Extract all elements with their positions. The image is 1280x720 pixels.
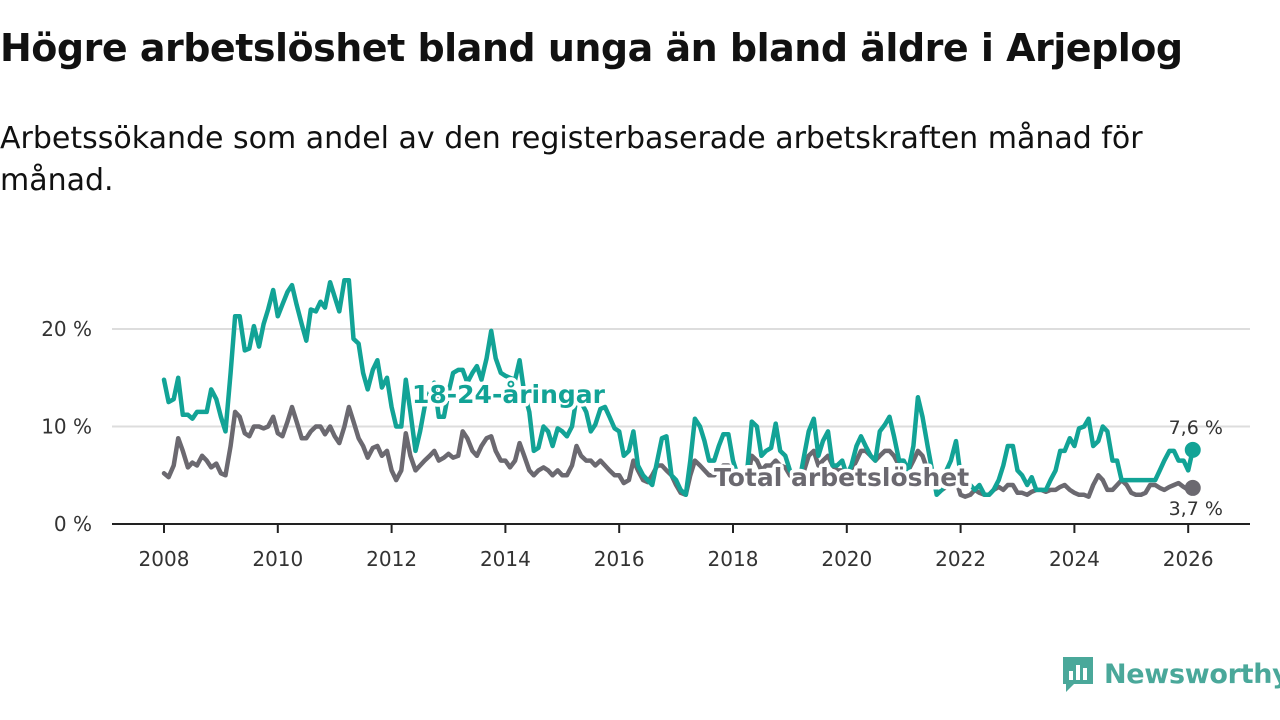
youth-series-end-point [1184,441,1201,458]
x-tick-label: 2016 [594,547,645,571]
youth-series-label-text: 18-24-åringar [412,380,606,409]
newsworthy-logo: Newsworthy [1060,654,1280,694]
x-axis: 2008 2010 2012 2014 2016 2018 2020 2022 2024 2026 [112,523,1250,571]
x-tick-label: 2018 [708,547,759,571]
series-lines [161,278,1201,499]
youth-end-value-label: 7,6 % [1169,417,1223,439]
x-tick-label: 2022 [935,547,986,571]
x-tick-label: 2010 [252,547,303,571]
y-tick-label: 0 % [54,512,92,536]
youth-series-label-halo: 18-24-åringar [412,380,606,409]
x-tick-label: 2008 [139,547,190,571]
x-tick-label: 2026 [1163,547,1214,571]
y-axis: 0 % 10 % 20 % [41,317,92,536]
gridlines [112,328,1250,428]
youth-series-line [161,278,1196,498]
x-tick-label: 2012 [366,547,417,571]
chart-subtitle: Arbetssökande som andel av den registerb… [0,121,1143,198]
total-series-label-halo: Total arbetslöshet [714,463,969,492]
brand-name: Newsworthy [1104,658,1280,690]
total-series-end-point [1184,479,1201,496]
newsworthy-logo-icon [1063,657,1093,692]
x-tick-label: 2024 [1049,547,1100,571]
y-tick-label: 10 % [41,415,92,439]
y-tick-label: 20 % [41,317,92,341]
x-tick-label: 2014 [480,547,531,571]
chart-title: Högre arbetslöshet bland unga än bland ä… [0,26,1183,70]
total-end-value-label: 3,7 % [1169,498,1223,520]
x-tick-label: 2020 [821,547,872,571]
total-series-label-text: Total arbetslöshet [714,463,969,492]
